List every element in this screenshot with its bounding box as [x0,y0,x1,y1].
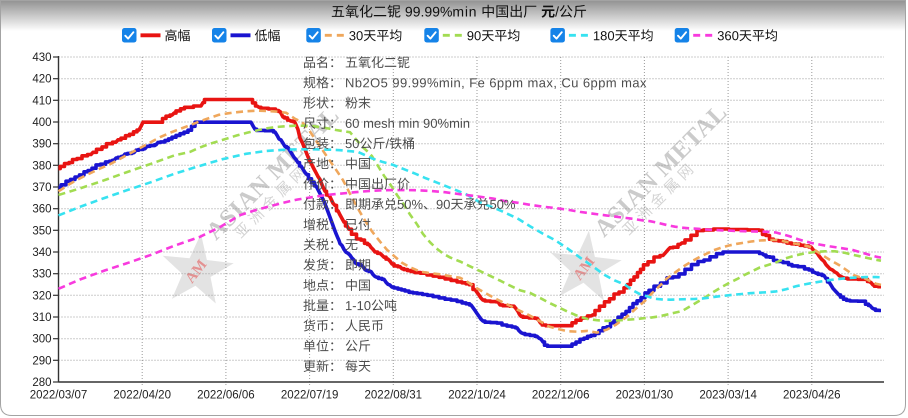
svg-text:2022/08/31: 2022/08/31 [365,390,423,402]
svg-text:2022/10/24: 2022/10/24 [448,390,506,402]
svg-text:2022/12/06: 2022/12/06 [532,390,590,402]
svg-text:380: 380 [32,160,51,172]
svg-text:2022/03/07: 2022/03/07 [30,390,88,402]
svg-text:420: 420 [32,74,51,86]
svg-text:300: 300 [32,334,51,346]
svg-text:290: 290 [32,355,51,367]
svg-text:410: 410 [32,95,51,107]
svg-text:2023/03/14: 2023/03/14 [699,390,757,402]
svg-text:310: 310 [32,312,51,324]
svg-text:340: 340 [32,247,51,259]
svg-text:400: 400 [32,117,51,129]
svg-text:2023/04/26: 2023/04/26 [783,390,841,402]
svg-text:2022/04/20: 2022/04/20 [113,390,171,402]
svg-text:2022/06/06: 2022/06/06 [197,390,255,402]
svg-text:360: 360 [32,204,51,216]
svg-text:390: 390 [32,139,51,151]
svg-text:320: 320 [32,290,51,302]
svg-text:350: 350 [32,225,51,237]
svg-text:280: 280 [32,377,51,389]
svg-text:370: 370 [32,182,51,194]
svg-text:2022/07/19: 2022/07/19 [281,390,339,402]
svg-text:2023/01/30: 2023/01/30 [616,390,674,402]
svg-text:330: 330 [32,269,51,281]
svg-text:430: 430 [32,52,51,64]
